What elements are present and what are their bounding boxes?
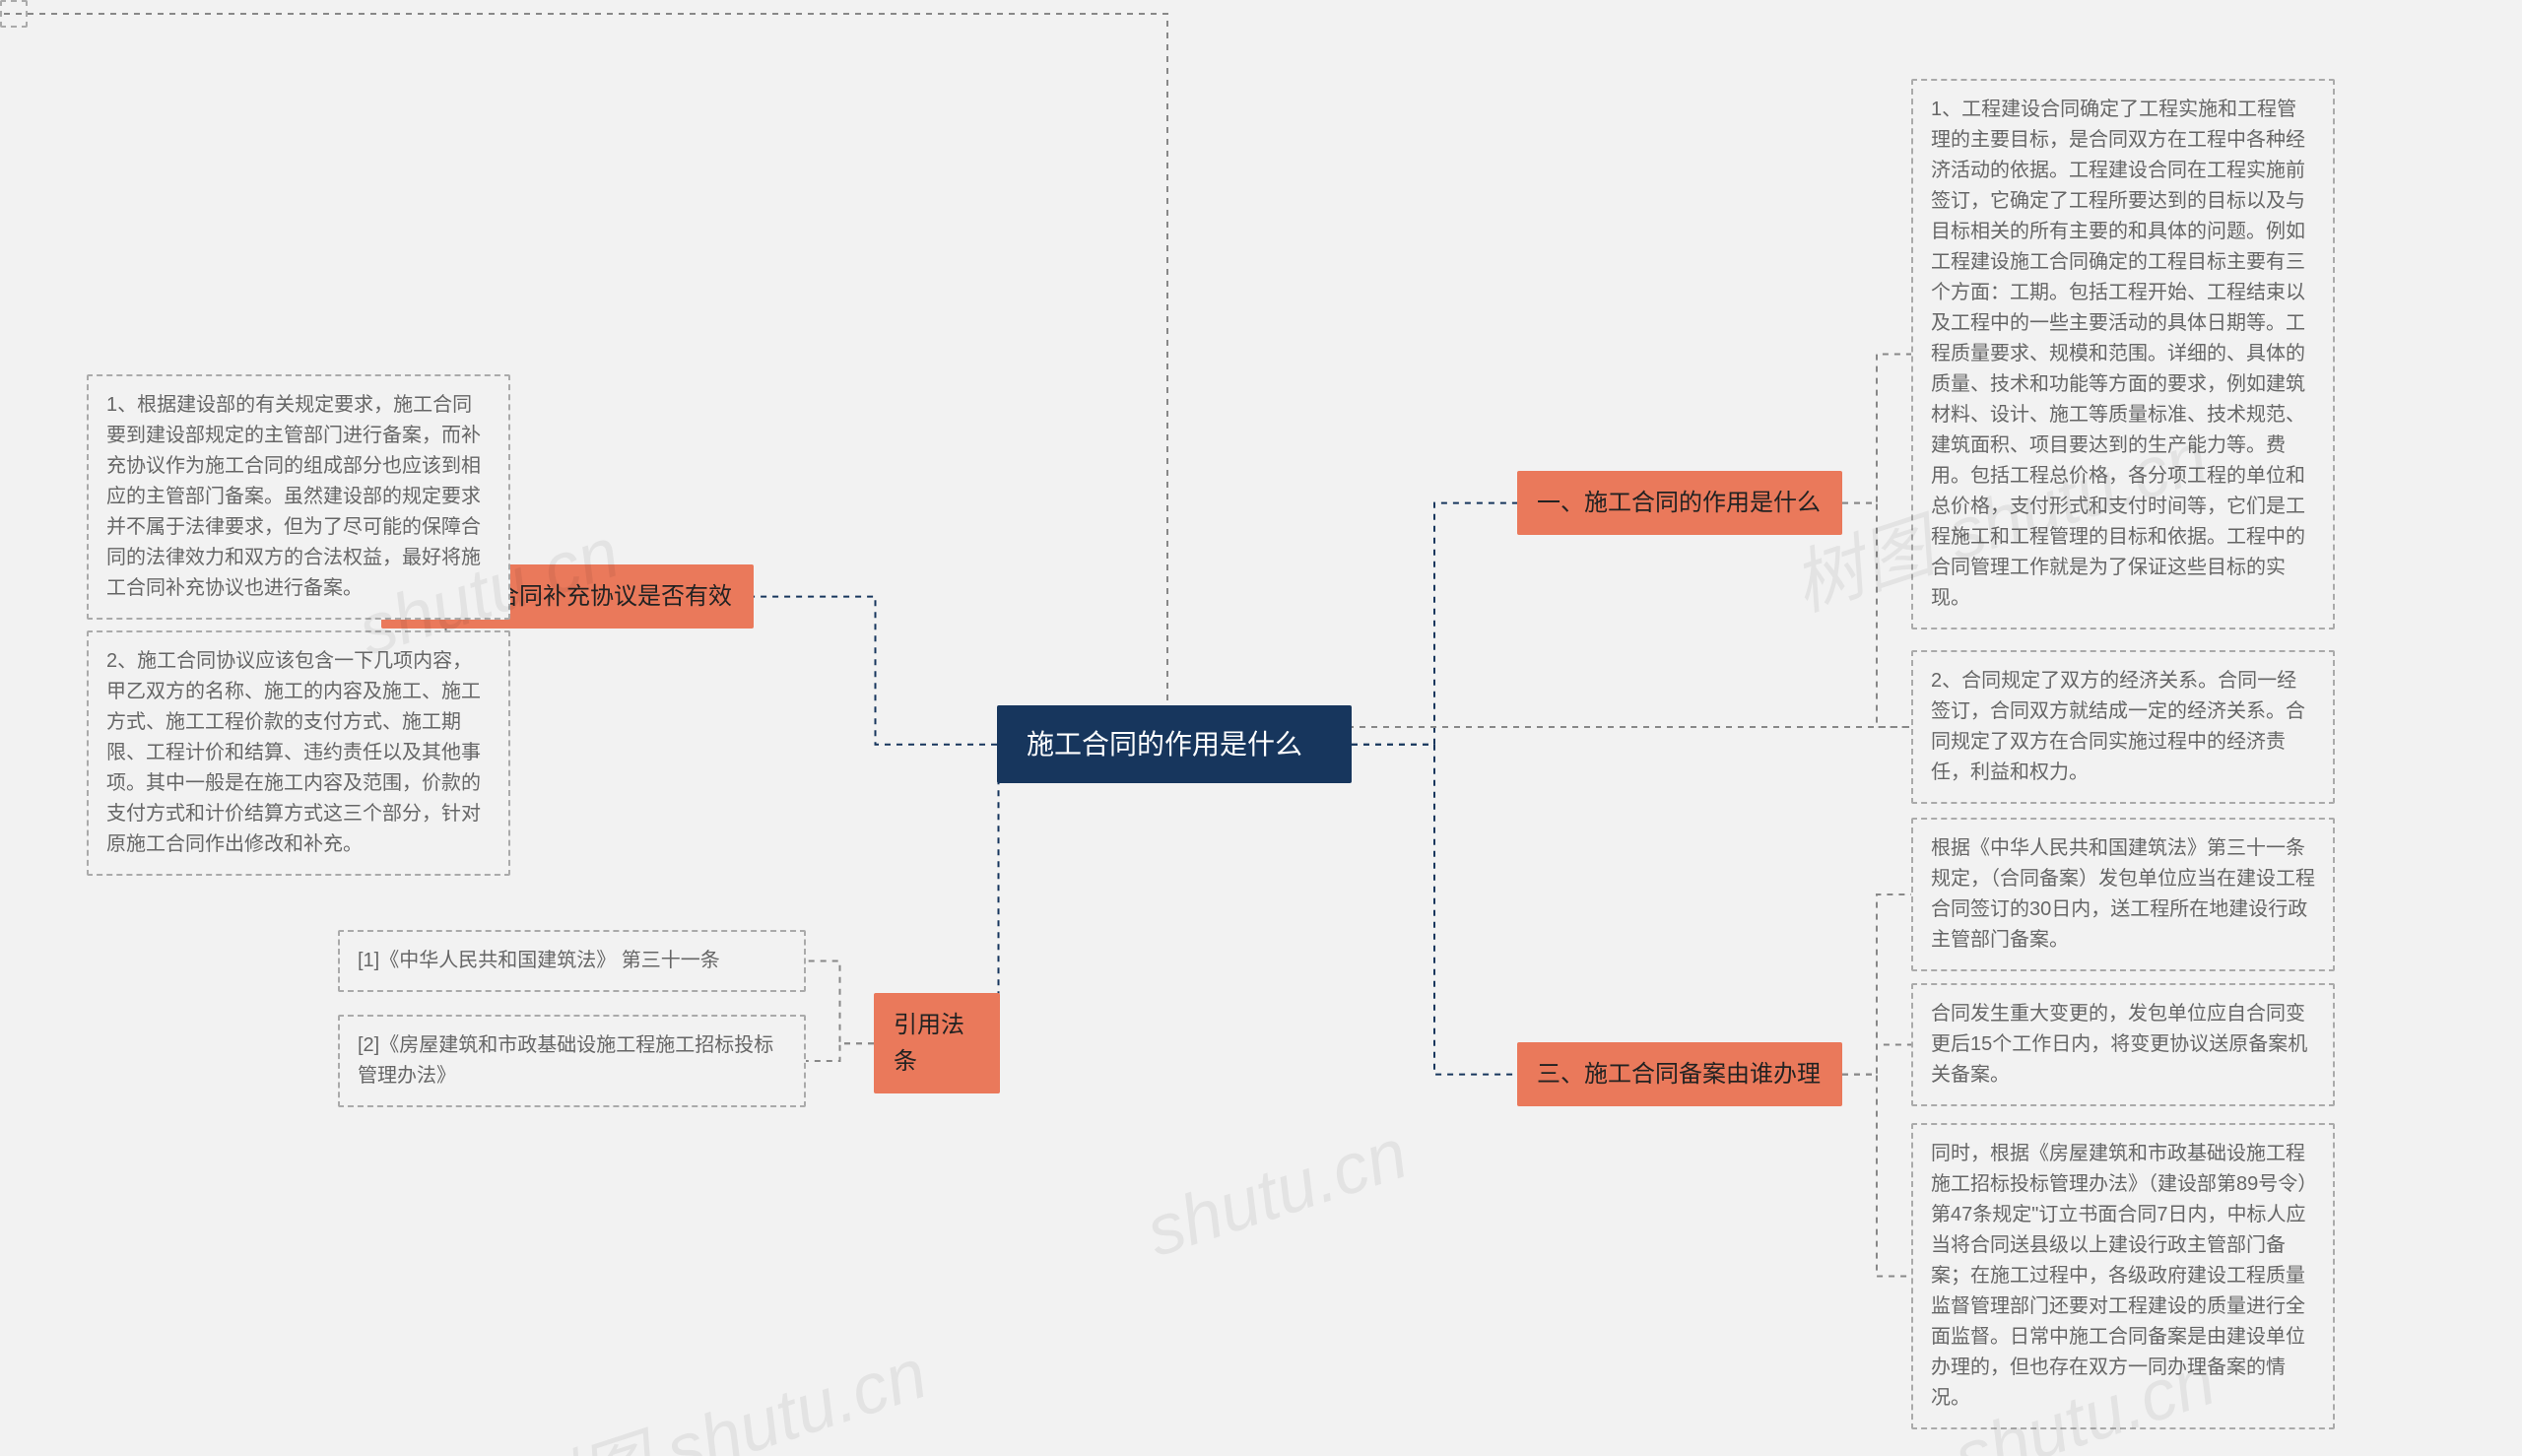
branch-section-1[interactable]: 一、施工合同的作用是什么 — [1517, 471, 1842, 535]
mindmap-canvas: 施工合同的作用是什么 一、施工合同的作用是什么 1、工程建设合同确定了工程实施和… — [0, 0, 2522, 1456]
root-node[interactable]: 施工合同的作用是什么 — [997, 705, 1352, 783]
leaf-3-3[interactable]: 同时，根据《房屋建筑和市政基础设施工程施工招标投标管理办法》（建设部第89号令）… — [1911, 1123, 2335, 1429]
leaf-ref-2[interactable]: [2]《房屋建筑和市政基础设施工程施工招标投标管理办法》 — [338, 1015, 806, 1107]
leaf-3-1[interactable]: 根据《中华人民共和国建筑法》第三十一条规定，（合同备案）发包单位应当在建设工程合… — [1911, 818, 2335, 971]
watermark: 树图 shutu.cn — [497, 1315, 937, 1456]
watermark: shutu.cn — [1137, 1113, 1417, 1273]
leaf-ref-1[interactable]: [1]《中华人民共和国建筑法》 第三十一条 — [338, 930, 806, 992]
leaf-2-2[interactable]: 2、施工合同协议应该包含一下几项内容，甲乙双方的名称、施工的内容及施工、施工方式… — [87, 630, 510, 876]
leaf-1-2[interactable]: 2、合同规定了双方的经济关系。合同一经签订，合同双方就结成一定的经济关系。合同规… — [1911, 650, 2335, 804]
leaf-2-1[interactable]: 1、根据建设部的有关规定要求，施工合同要到建设部规定的主管部门进行备案，而补充协… — [87, 374, 510, 620]
collapsed-node[interactable] — [0, 0, 28, 28]
leaf-3-2[interactable]: 合同发生重大变更的，发包单位应自合同变更后15个工作日内，将变更协议送原备案机关… — [1911, 983, 2335, 1106]
leaf-1-1[interactable]: 1、工程建设合同确定了工程实施和工程管理的主要目标，是合同双方在工程中各种经济活… — [1911, 79, 2335, 629]
branch-references[interactable]: 引用法条 — [874, 993, 1000, 1093]
branch-section-3[interactable]: 三、施工合同备案由谁办理 — [1517, 1042, 1842, 1106]
